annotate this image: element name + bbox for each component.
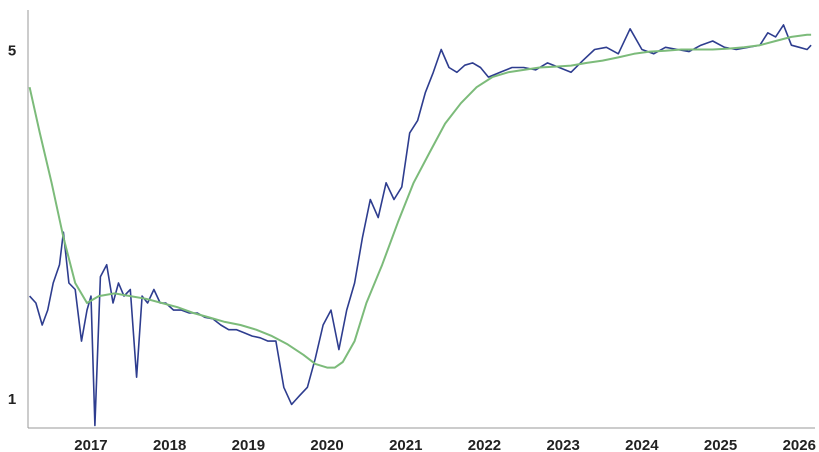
series-line-1 bbox=[29, 24, 812, 427]
y-axis-ticks: 15 bbox=[8, 42, 16, 407]
x-tick-label: 2024 bbox=[625, 437, 659, 452]
series-line-2 bbox=[28, 33, 812, 369]
x-tick-label: 2020 bbox=[310, 437, 343, 452]
x-tick-label: 2023 bbox=[546, 437, 579, 452]
x-tick-label: 2026 bbox=[783, 437, 816, 452]
x-tick-label: 2018 bbox=[153, 437, 186, 452]
x-tick-label: 2025 bbox=[704, 437, 737, 452]
x-tick-label: 2017 bbox=[74, 437, 107, 452]
x-tick-label: 2022 bbox=[468, 437, 501, 452]
x-tick-label: 2021 bbox=[389, 437, 422, 452]
y-tick-label: 1 bbox=[8, 391, 16, 408]
x-tick-label: 2019 bbox=[232, 437, 265, 452]
series-layer bbox=[28, 24, 812, 427]
y-tick-label: 5 bbox=[8, 42, 16, 59]
x-axis-ticks: 2017 2018 2019 2020 2021 2022 2023 2024 2025 2026 bbox=[74, 437, 816, 452]
